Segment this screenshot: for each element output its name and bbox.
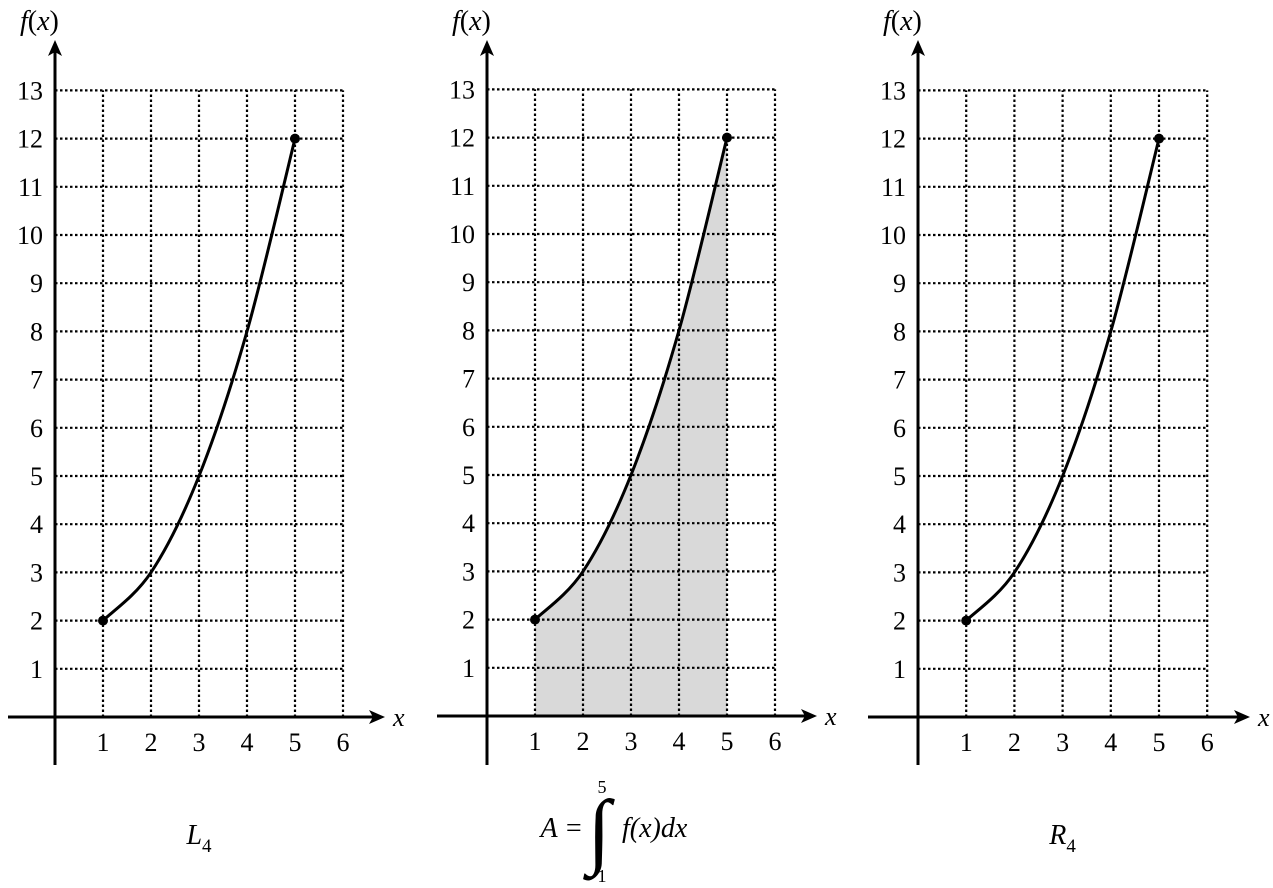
y-tick-label: 13: [17, 76, 43, 105]
y-tick-label: 8: [462, 316, 475, 345]
y-tick-label: 3: [30, 558, 43, 587]
x-tick-label: 3: [625, 727, 638, 756]
endpoint-dot: [530, 614, 540, 625]
y-tick-label: 5: [462, 461, 475, 490]
x-tick-label: 6: [337, 728, 350, 757]
y-axis-label: f(x): [452, 6, 491, 37]
grid: [487, 88, 777, 716]
y-tick-label: 9: [893, 269, 906, 298]
y-axis-label: f(x): [20, 6, 59, 37]
x-axis-arrow: [1234, 710, 1250, 724]
x-tick-label: 6: [1201, 728, 1214, 757]
y-tick-label: 7: [893, 366, 906, 395]
y-tick-label: 1: [893, 655, 906, 684]
x-tick-label: 3: [1056, 728, 1069, 757]
grid: [55, 89, 345, 717]
y-tick-label: 12: [17, 125, 43, 154]
grid: [918, 89, 1209, 717]
x-tick-label: 6: [769, 727, 782, 756]
y-axis-arrow: [911, 40, 925, 56]
x-tick-label: 2: [145, 728, 158, 757]
y-tick-label: 4: [30, 510, 43, 539]
y-tick-label: 13: [449, 75, 475, 104]
y-tick-label: 3: [462, 557, 475, 586]
y-tick-label: 5: [30, 462, 43, 491]
y-tick-label: 2: [30, 607, 43, 636]
integral-lhs: A =: [539, 813, 584, 844]
endpoint-dot: [961, 615, 972, 626]
y-tick-label: 7: [462, 365, 475, 394]
x-axis-label: x: [392, 703, 405, 732]
y-tick-label: 8: [893, 317, 906, 346]
y-tick-label: 4: [462, 509, 475, 538]
panel-caption: L4: [185, 820, 212, 857]
x-tick-label: 5: [289, 728, 302, 757]
function-curve: [533, 137, 729, 621]
integral-upper-limit: 5: [598, 777, 607, 797]
y-axis-label: f(x): [883, 6, 922, 37]
y-tick-label: 10: [17, 221, 43, 250]
endpoint-dot: [98, 615, 108, 626]
y-tick-label: 1: [30, 655, 43, 684]
x-tick-label: 4: [673, 727, 686, 756]
x-tick-label: 1: [960, 728, 973, 757]
y-tick-label: 13: [880, 76, 906, 105]
x-tick-label: 1: [97, 728, 110, 757]
integral-sign: ∫: [582, 784, 615, 881]
x-axis-label: x: [824, 702, 837, 731]
y-tick-label: 1: [462, 654, 475, 683]
endpoint-dot: [1154, 133, 1164, 144]
y-tick-label: 4: [893, 510, 906, 539]
y-tick-label: 9: [462, 268, 475, 297]
x-tick-label: 2: [1008, 728, 1021, 757]
endpoint-dot: [722, 132, 732, 143]
y-tick-label: 5: [893, 462, 906, 491]
y-axis-arrow: [480, 40, 494, 56]
x-tick-label: 5: [1153, 728, 1166, 757]
x-axis-arrow: [369, 710, 385, 724]
function-curve: [101, 138, 297, 622]
x-tick-label: 1: [529, 727, 542, 756]
y-tick-label: 6: [462, 413, 475, 442]
y-tick-label: 11: [450, 172, 475, 201]
y-tick-label: 6: [893, 414, 906, 443]
x-axis-label: x: [1257, 703, 1270, 732]
y-tick-label: 11: [18, 173, 43, 202]
integrand: f(x)dx: [622, 813, 688, 844]
y-tick-label: 2: [893, 607, 906, 636]
y-tick-label: 2: [462, 606, 475, 635]
y-tick-label: 8: [30, 317, 43, 346]
x-tick-label: 2: [577, 727, 590, 756]
y-tick-label: 6: [30, 414, 43, 443]
endpoint-dot: [290, 133, 300, 144]
y-tick-label: 7: [30, 366, 43, 395]
y-tick-label: 11: [881, 173, 906, 202]
x-tick-label: 5: [721, 727, 734, 756]
panel-caption: R4: [1048, 820, 1076, 857]
y-tick-label: 9: [30, 269, 43, 298]
y-tick-label: 12: [449, 124, 475, 153]
integral-caption: A = ∫5 1 f(x)dx: [539, 777, 688, 886]
function-curve: [965, 138, 1161, 622]
x-tick-label: 4: [241, 728, 254, 757]
y-tick-label: 10: [449, 220, 475, 249]
y-tick-label: 3: [893, 558, 906, 587]
x-tick-label: 3: [193, 728, 206, 757]
x-tick-label: 4: [1104, 728, 1117, 757]
x-axis-arrow: [801, 709, 817, 723]
y-tick-label: 10: [880, 221, 906, 250]
y-axis-arrow: [48, 40, 62, 56]
y-tick-label: 12: [880, 125, 906, 154]
integral-lower-limit: 1: [598, 866, 607, 886]
